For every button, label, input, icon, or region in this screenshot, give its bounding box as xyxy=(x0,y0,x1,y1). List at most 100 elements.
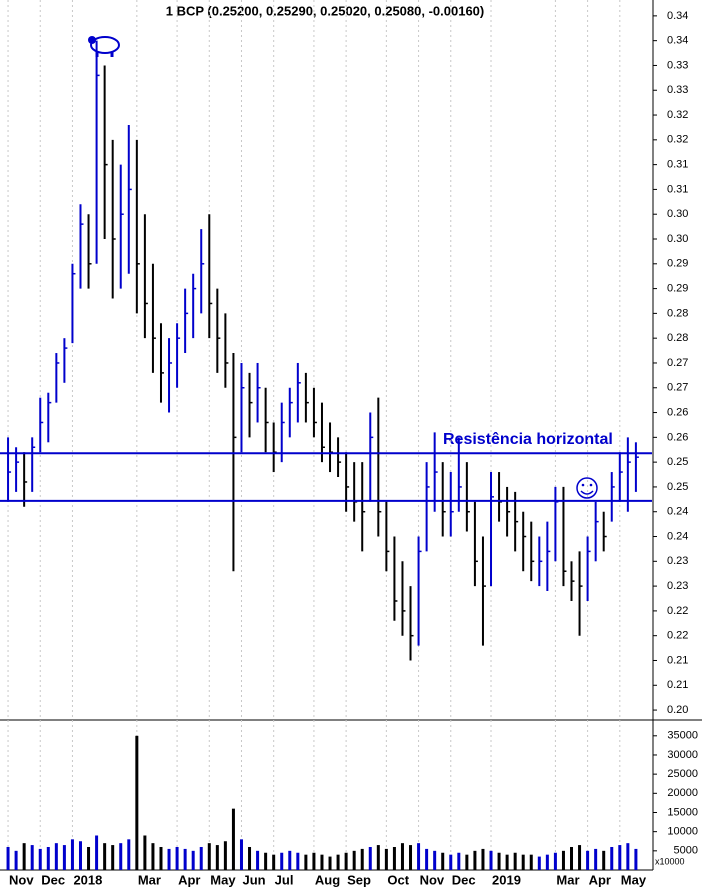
x-tick-label: Jun xyxy=(242,872,265,887)
volume-bar xyxy=(70,839,74,870)
x-tick-label: May xyxy=(210,872,236,887)
volume-bar xyxy=(626,843,630,870)
volume-bar xyxy=(529,854,533,870)
volume-bar xyxy=(119,843,123,870)
y-tick-label: 0.34 xyxy=(667,10,688,22)
annotation: Resistência horizontal xyxy=(443,431,613,448)
volume-bar xyxy=(376,845,380,870)
volume-bar xyxy=(6,846,10,870)
volume-bar xyxy=(473,850,477,870)
volume-bar xyxy=(553,852,557,870)
volume-bar xyxy=(417,843,421,870)
y-tick-label: 0.25 xyxy=(667,481,688,493)
volume-bar xyxy=(465,854,469,870)
volume-bar xyxy=(199,846,203,870)
volume-bar xyxy=(288,850,292,870)
volume-bar xyxy=(489,850,493,870)
volume-bar xyxy=(497,852,501,870)
volume-bar xyxy=(231,808,235,870)
x-tick-label: Mar xyxy=(138,872,161,887)
volume-bar xyxy=(95,835,99,870)
x-tick-label: Apr xyxy=(589,872,611,887)
y-tick-label: 10000 xyxy=(667,826,698,838)
x-tick-label: 2018 xyxy=(73,872,102,887)
y-tick-label: 0.25 xyxy=(667,456,688,468)
volume-bar xyxy=(280,852,284,870)
volume-bar xyxy=(449,854,453,870)
volume-bar xyxy=(409,845,413,870)
volume-bar xyxy=(594,848,598,870)
volume-bar xyxy=(481,848,485,870)
y-tick-label: 0.22 xyxy=(667,605,688,617)
volume-bar xyxy=(191,850,195,870)
volume-bar xyxy=(87,846,91,870)
volume-bar xyxy=(578,845,582,870)
y-tick-label: 0.27 xyxy=(667,357,688,369)
volume-bar xyxy=(22,843,26,870)
y-tick-label: 0.31 xyxy=(667,183,688,195)
smiley-icon xyxy=(576,477,598,499)
volume-bar xyxy=(384,848,388,870)
volume-bar xyxy=(425,848,429,870)
x-tick-label: Sep xyxy=(347,872,371,887)
y-tick-label: 0.26 xyxy=(667,431,688,443)
volume-bar xyxy=(248,846,252,870)
x-tick-label: Jul xyxy=(275,872,294,887)
y-tick-label: 0.28 xyxy=(667,307,688,319)
volume-bar xyxy=(344,852,348,870)
volume-bar xyxy=(610,846,614,870)
y-tick-label: 0.31 xyxy=(667,159,688,171)
volume-bar xyxy=(328,856,332,870)
x-tick-label: Nov xyxy=(9,872,34,887)
y-tick-label: 0.33 xyxy=(667,59,688,71)
volume-bar xyxy=(62,845,66,870)
y-tick-label: 0.33 xyxy=(667,84,688,96)
volume-bar xyxy=(336,854,340,870)
volume-bar xyxy=(561,850,565,870)
volume-bar xyxy=(457,852,461,870)
x-tick-label: Apr xyxy=(178,872,200,887)
volume-bar xyxy=(272,854,276,870)
volume-bar xyxy=(239,839,243,870)
x-tick-label: Oct xyxy=(387,872,409,887)
x-tick-label: Dec xyxy=(452,872,476,887)
volume-bar xyxy=(352,850,356,870)
x-tick-label: Dec xyxy=(41,872,65,887)
y-tick-label: 20000 xyxy=(667,787,698,799)
y-tick-label: 0.24 xyxy=(667,530,688,542)
volume-bar xyxy=(46,846,50,870)
volume-bar xyxy=(304,854,308,870)
y-tick-label: 0.30 xyxy=(667,233,688,245)
y-tick-label: 5000 xyxy=(674,845,698,857)
y-tick-label: 0.32 xyxy=(667,134,688,146)
x-tick-label: Aug xyxy=(315,872,340,887)
y-tick-label: 25000 xyxy=(667,768,698,780)
volume-bar xyxy=(441,852,445,870)
volume-bar xyxy=(135,735,139,870)
volume-bar xyxy=(296,852,300,870)
y-tick-label: 0.34 xyxy=(667,35,688,47)
y-tick-label: 0.21 xyxy=(667,679,688,691)
volume-bar xyxy=(111,845,115,870)
volume-bar xyxy=(207,843,211,870)
volume-bar xyxy=(256,850,260,870)
volume-bar xyxy=(54,843,58,870)
volume-bar xyxy=(103,843,107,870)
volume-bar xyxy=(183,848,187,870)
y-tick-label: 35000 xyxy=(667,730,698,742)
y-tick-label: 0.20 xyxy=(667,704,688,716)
volume-bar xyxy=(264,852,268,870)
volume-bar xyxy=(215,845,219,870)
y-tick-label: 0.21 xyxy=(667,654,688,666)
volume-bar xyxy=(602,850,606,870)
volume-bar xyxy=(320,854,324,870)
volume-bar xyxy=(505,854,509,870)
volume-bar xyxy=(368,846,372,870)
volume-bar xyxy=(151,843,155,870)
y-tick-label: 0.23 xyxy=(667,580,688,592)
y-tick-label: 0.29 xyxy=(667,258,688,270)
volume-bar xyxy=(586,850,590,870)
y-tick-label: 15000 xyxy=(667,806,698,818)
